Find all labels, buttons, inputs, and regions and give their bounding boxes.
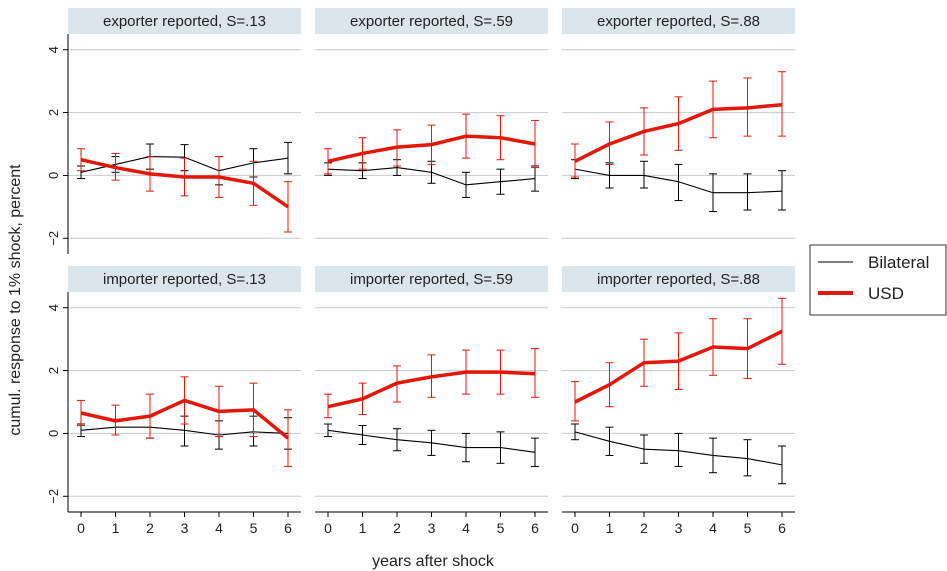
panel-header bbox=[68, 8, 301, 34]
y-tick-label: −2 bbox=[46, 489, 61, 504]
panel-title: exporter reported, S=.13 bbox=[103, 13, 266, 30]
panel-4: importer reported, S=.13 −2 0 2 4 0 1 2 3 4 5 6 bbox=[46, 266, 301, 536]
x-tick-label: 6 bbox=[531, 520, 539, 536]
legend-label-usd: USD bbox=[868, 284, 904, 303]
x-tick-label: 2 bbox=[640, 520, 648, 536]
y-axis-label: cumul. response to 1% shock, percent bbox=[7, 164, 24, 436]
series-line-bilateral bbox=[574, 168, 783, 194]
legend: Bilateral USD bbox=[809, 244, 947, 316]
panel-title: exporter reported, S=.59 bbox=[350, 13, 513, 30]
panel-5: importer reported, S=.59 0 1 2 3 4 5 6 bbox=[315, 266, 548, 536]
series-line-bilateral bbox=[574, 431, 783, 466]
panel-2: exporter reported, S=.59 bbox=[315, 8, 548, 239]
x-tick-label: 2 bbox=[146, 520, 154, 536]
panel-header bbox=[562, 266, 795, 292]
panel-header bbox=[315, 266, 548, 292]
panel-title: exporter reported, S=.88 bbox=[597, 13, 760, 30]
series-line-bilateral bbox=[327, 167, 536, 186]
x-tick-label: 3 bbox=[181, 520, 189, 536]
series-line-usd bbox=[574, 329, 783, 404]
panel-title: importer reported, S=.88 bbox=[597, 271, 760, 288]
panel-header bbox=[562, 8, 795, 34]
x-tick-label: 4 bbox=[462, 520, 470, 536]
series-line-bilateral bbox=[327, 429, 536, 453]
x-tick-label: 5 bbox=[744, 520, 752, 536]
panel-title: importer reported, S=.13 bbox=[103, 271, 266, 288]
x-tick-label: 5 bbox=[497, 520, 505, 536]
legend-label-bilateral: Bilateral bbox=[868, 253, 929, 272]
x-tick-label: 4 bbox=[709, 520, 717, 536]
y-tick-label: 4 bbox=[46, 46, 61, 53]
series-line-usd bbox=[80, 158, 289, 209]
x-tick-label: 0 bbox=[324, 520, 332, 536]
x-tick-label: 6 bbox=[284, 520, 292, 536]
x-tick-label: 3 bbox=[428, 520, 436, 536]
x-tick-label: 5 bbox=[250, 520, 258, 536]
x-tick-label: 1 bbox=[112, 520, 120, 536]
series-line-usd bbox=[80, 398, 290, 440]
x-tick-label: 2 bbox=[393, 520, 401, 536]
x-tick-label: 0 bbox=[77, 520, 85, 536]
y-tick-label: 4 bbox=[46, 304, 61, 311]
panel-1: exporter reported, S=.13 −2 0 2 4 bbox=[46, 8, 301, 254]
series-line-usd bbox=[574, 102, 783, 163]
y-tick-label: −2 bbox=[46, 231, 61, 246]
x-tick-label: 1 bbox=[606, 520, 614, 536]
panel-3: exporter reported, S=.88 bbox=[562, 8, 795, 239]
series-line-usd bbox=[327, 370, 536, 409]
panel-header bbox=[315, 8, 548, 34]
y-tick-label: 2 bbox=[46, 109, 61, 116]
legend-box bbox=[809, 244, 947, 316]
x-axis-label: years after shock bbox=[372, 553, 495, 570]
panel-title: importer reported, S=.59 bbox=[350, 271, 513, 288]
panel-6: importer reported, S=.88 0 1 2 3 4 5 6 bbox=[562, 266, 795, 536]
x-tick-label: 1 bbox=[359, 520, 367, 536]
x-tick-label: 4 bbox=[215, 520, 223, 536]
x-tick-label: 3 bbox=[675, 520, 683, 536]
x-tick-label: 0 bbox=[571, 520, 579, 536]
series-line-usd bbox=[327, 134, 536, 163]
x-tick-label: 6 bbox=[778, 520, 786, 536]
y-tick-label: 2 bbox=[46, 367, 61, 374]
panel-header bbox=[68, 266, 301, 292]
y-tick-label: 0 bbox=[46, 430, 61, 437]
y-tick-label: 0 bbox=[46, 172, 61, 179]
